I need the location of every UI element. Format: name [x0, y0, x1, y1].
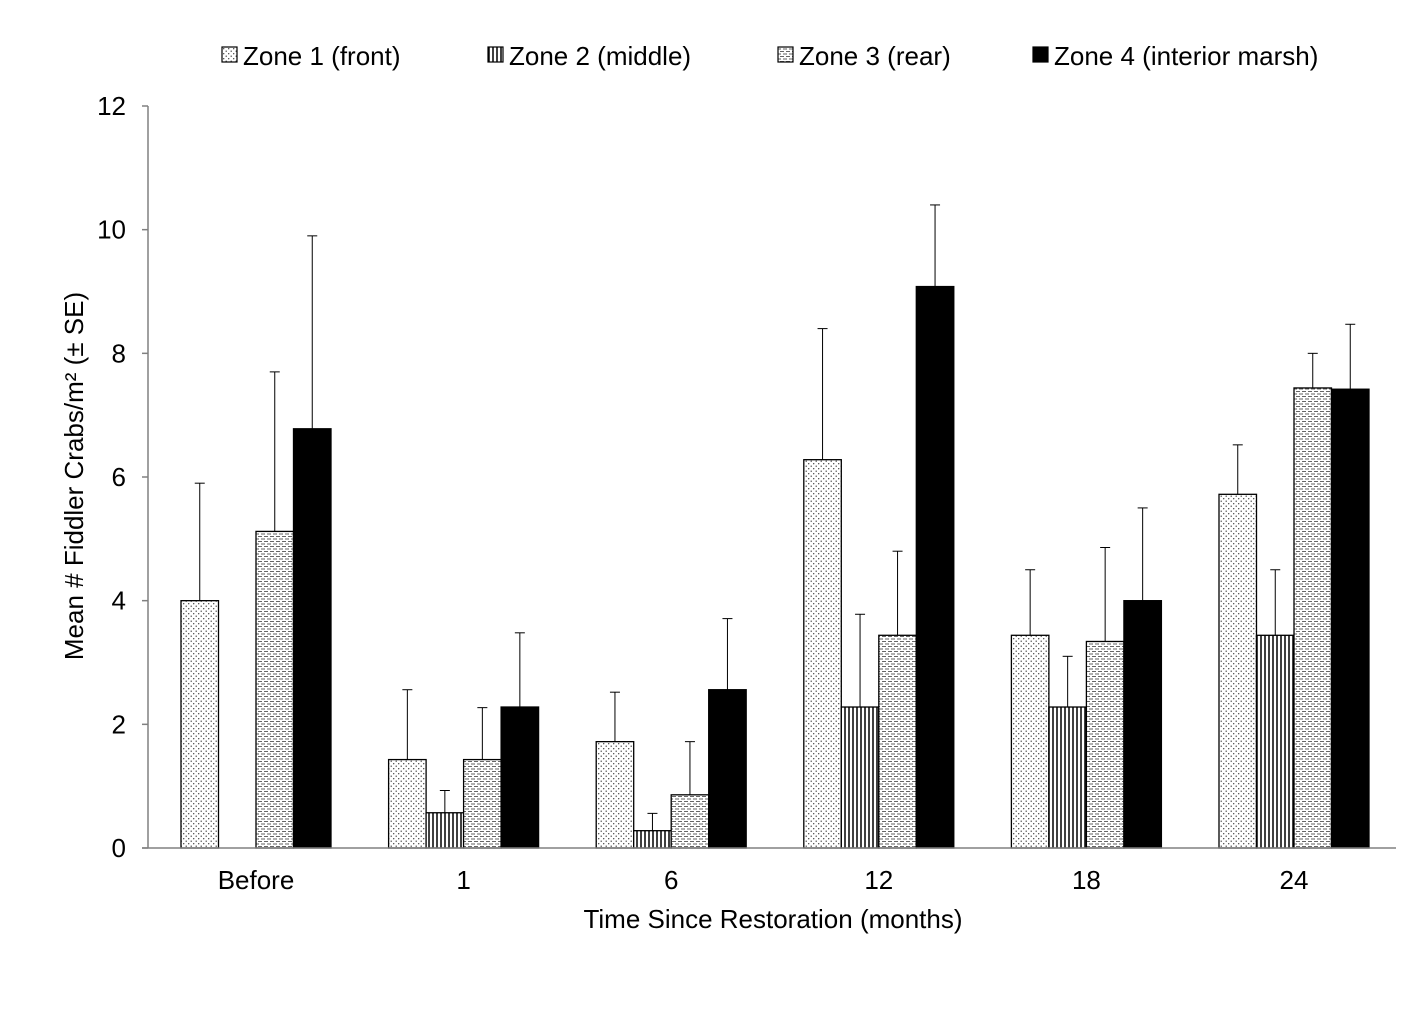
bar-24-zone-1: [1218, 493, 1258, 849]
y-tick-label-12: 12: [97, 91, 126, 121]
legend-swatch-zone-1: [221, 46, 238, 63]
legend-swatch-zone-3: [777, 46, 794, 63]
y-tick-label-8: 8: [112, 338, 126, 368]
bar-1-zone-1: [387, 758, 427, 849]
bar-12-zone-3: [878, 634, 917, 849]
bar-1-zone-3: [462, 758, 502, 849]
bar-6-zone-2: [633, 830, 672, 849]
bar-24-zone-4: [1330, 388, 1370, 849]
bar-before-zone-1: [180, 600, 220, 849]
bar-before-zone-4: [292, 428, 332, 849]
bar-12-zone-4: [915, 285, 955, 849]
x-tick-label-18: 18: [1072, 865, 1101, 895]
x-tick-label-24: 24: [1280, 865, 1309, 895]
legend-label-zone-3: Zone 3 (rear): [799, 41, 951, 71]
legend-label-zone-2: Zone 2 (middle): [509, 41, 691, 71]
y-tick-label-10: 10: [97, 215, 126, 245]
plot-area: [180, 204, 1370, 849]
x-tick-label-before: Before: [218, 865, 295, 895]
x-tick-label-12: 12: [864, 865, 893, 895]
legend-label-zone-4: Zone 4 (interior marsh): [1054, 41, 1318, 71]
x-axis-title: Time Since Restoration (months): [583, 904, 962, 934]
y-tick-label-0: 0: [112, 833, 126, 863]
y-tick-label-6: 6: [112, 462, 126, 492]
bar-6-zone-3: [670, 794, 710, 849]
legend: Zone 1 (front) Zone 2 (middle) Zone 3 (rea…: [221, 41, 1318, 71]
bar-12-zone-1: [803, 459, 842, 849]
bar-1-zone-4: [500, 706, 540, 849]
bar-1-zone-2: [425, 812, 465, 849]
bar-24-zone-2: [1255, 634, 1295, 849]
legend-swatch-zone-4: [1032, 46, 1049, 63]
bar-18-zone-2: [1048, 706, 1088, 849]
legend-label-zone-1: Zone 1 (front): [243, 41, 401, 71]
y-tick-label-2: 2: [112, 709, 126, 739]
x-tick-label-1: 1: [456, 865, 470, 895]
y-tick-label-4: 4: [112, 586, 126, 616]
bar-24-zone-3: [1293, 387, 1333, 849]
bar-6-zone-1: [595, 740, 635, 849]
bar-before-zone-3: [255, 530, 295, 849]
bar-18-zone-4: [1123, 600, 1163, 849]
bar-18-zone-1: [1010, 634, 1050, 849]
legend-swatch-zone-2: [487, 46, 504, 63]
bar-6-zone-4: [708, 689, 747, 849]
y-axis-title: Mean # Fiddler Crabs/m² (± SE): [59, 292, 89, 660]
x-tick-label-6: 6: [664, 865, 678, 895]
bar-12-zone-2: [840, 706, 880, 849]
bar-18-zone-3: [1085, 640, 1125, 849]
